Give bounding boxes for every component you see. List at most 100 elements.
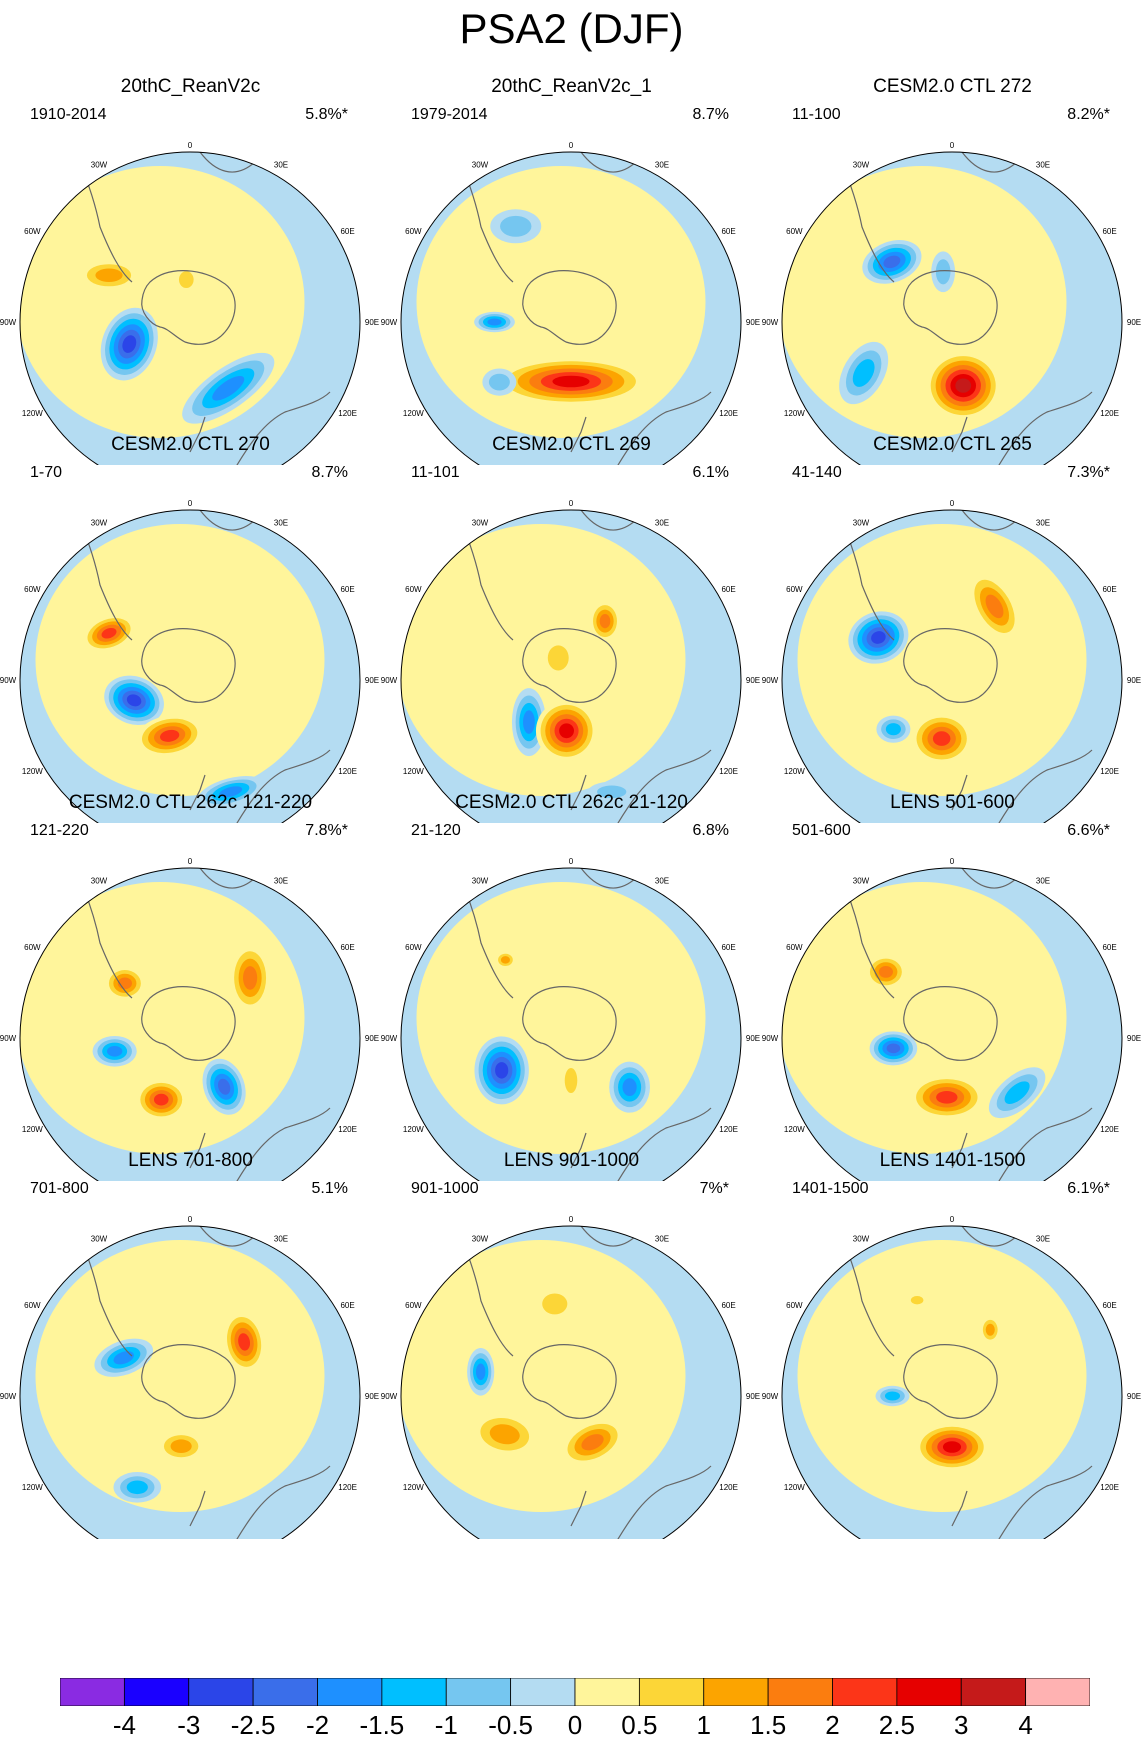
colorbar-tick-label: -2	[305, 1710, 330, 1740]
panel-variance-percent: 8.2%*	[1067, 106, 1110, 123]
longitude-label: 60E	[721, 227, 735, 236]
panel-period: 501-600	[792, 822, 851, 839]
panel-period: 11-100	[792, 106, 841, 123]
field-positive-background	[782, 166, 1067, 438]
longitude-label: 90E	[1127, 676, 1141, 685]
contour-level	[475, 1363, 486, 1381]
contour-level	[489, 1424, 520, 1445]
field-positive-background	[35, 1240, 325, 1512]
longitude-label: 90E	[365, 676, 379, 685]
negative-anomaly	[100, 307, 158, 381]
longitude-label: 0	[950, 857, 955, 866]
longitude-label: 30W	[91, 160, 108, 169]
positive-anomaly	[560, 1418, 625, 1466]
map-panel: CESM2.0 CTL 2701-708.7%018030W30E60W60E9…	[0, 428, 381, 824]
contour-level	[883, 255, 901, 269]
colorbar-tick-label: -1.5	[359, 1710, 405, 1740]
contour-level	[852, 359, 875, 387]
australia-coastline	[229, 1107, 331, 1181]
longitude-label: 60E	[340, 943, 354, 952]
longitude-label: 30W	[853, 160, 870, 169]
contour-level	[500, 215, 532, 237]
longitude-label: 30E	[274, 160, 288, 169]
colorbar-tick-label: -2.5	[230, 1710, 276, 1740]
longitude-label: 120E	[719, 1483, 738, 1492]
positive-anomaly	[104, 966, 146, 1001]
map-boundary	[781, 151, 1123, 465]
contour-level	[101, 627, 117, 639]
positive-anomaly	[914, 1423, 990, 1471]
panel-title: CESM2.0 CTL 269	[492, 434, 651, 455]
map-boundary	[400, 1225, 742, 1539]
polar-map: 018030W30E60W60E90W90E120W120E150W150E	[381, 499, 760, 823]
australia-coastline	[229, 391, 331, 465]
longitude-label: 30E	[1036, 518, 1050, 527]
longitude-label: 60E	[1102, 585, 1116, 594]
field-positive-background	[401, 524, 686, 796]
longitude-label: 60W	[405, 943, 422, 952]
field-positive-background	[416, 882, 706, 1154]
negative-anomaly	[197, 776, 264, 808]
polar-map: 018030W30E60W60E90W90E120W120E150W150E	[0, 141, 379, 465]
colorbar-swatch	[445, 1678, 512, 1706]
antarctica-coastline	[903, 628, 998, 703]
positive-anomaly	[865, 954, 907, 989]
polar-map: 018030W30E60W60E90W90E120W120E150W150E	[381, 141, 760, 465]
contour-level	[955, 378, 972, 393]
figure-title: PSA2 (DJF)	[459, 5, 684, 52]
colorbar-tick-label: 1	[696, 1710, 711, 1740]
contour-level	[243, 966, 258, 990]
negative-anomaly	[848, 611, 909, 664]
antarctica-coastline	[903, 270, 998, 345]
colorbar-tick-label: 0	[567, 1710, 583, 1740]
longitude-label: 0	[569, 1215, 574, 1224]
field-positive-background	[782, 882, 1067, 1154]
colorbar-swatch	[188, 1678, 254, 1706]
field-positive-background	[797, 1240, 1087, 1512]
panel-title: LENS 901-1000	[503, 1150, 640, 1171]
colorbar-swatch	[60, 1678, 125, 1706]
antarctica-coastline	[141, 986, 236, 1061]
contour-level	[932, 731, 951, 746]
new-zealand-coastline	[570, 774, 587, 811]
negative-anomaly	[202, 1058, 246, 1115]
contour-level	[597, 785, 627, 799]
antarctica-coastline	[903, 986, 998, 1061]
panel-period: 1401-1500	[792, 1180, 869, 1197]
colorbar-tick-label: 4	[1018, 1710, 1033, 1740]
longitude-label: 120W	[784, 409, 805, 418]
longitude-label: 120E	[1100, 1483, 1119, 1492]
positive-anomaly	[911, 713, 973, 765]
longitude-label: 120E	[338, 767, 357, 776]
longitude-label: 60W	[24, 585, 41, 594]
panel-period: 1979-2014	[411, 106, 488, 123]
new-zealand-coastline	[189, 1490, 206, 1527]
panel-title: CESM2.0 CTL 270	[111, 434, 270, 455]
polar-map: 018030W30E60W60E90W90E120W120E150W150E	[0, 1215, 379, 1539]
longitude-label: 120E	[719, 1125, 738, 1134]
longitude-label: 90E	[1127, 1034, 1141, 1043]
positive-anomaly	[534, 1286, 576, 1321]
longitude-label: 0	[569, 499, 574, 508]
longitude-label: 60W	[786, 1301, 803, 1310]
contour-level	[910, 1295, 924, 1305]
map-panel: LENS 1401-15001401-15006.1%*018030W30E60…	[762, 1144, 1143, 1540]
longitude-label: 30W	[472, 160, 489, 169]
negative-anomaly	[931, 251, 956, 293]
longitude-label: 60E	[721, 943, 735, 952]
panel-title: 20thC_ReanV2c_1	[491, 76, 652, 97]
field-positive-background	[797, 524, 1087, 796]
australia-coastline	[991, 391, 1093, 465]
panel-variance-percent: 6.1%	[692, 464, 729, 481]
colorbar-swatch	[510, 1678, 576, 1706]
map-panel: CESM2.0 CTL 27211-1008.2%*018030W30E60W6…	[762, 70, 1143, 466]
contour-level	[126, 1480, 148, 1495]
negative-anomaly	[587, 781, 636, 803]
contour-level	[238, 1333, 251, 1351]
antarctica-coastline	[141, 1344, 236, 1419]
negative-anomaly	[839, 341, 889, 405]
contour-level	[564, 1067, 578, 1094]
contour-level	[113, 1351, 134, 1365]
longitude-label: 90W	[381, 318, 398, 327]
longitude-label: 30E	[1036, 1234, 1050, 1243]
